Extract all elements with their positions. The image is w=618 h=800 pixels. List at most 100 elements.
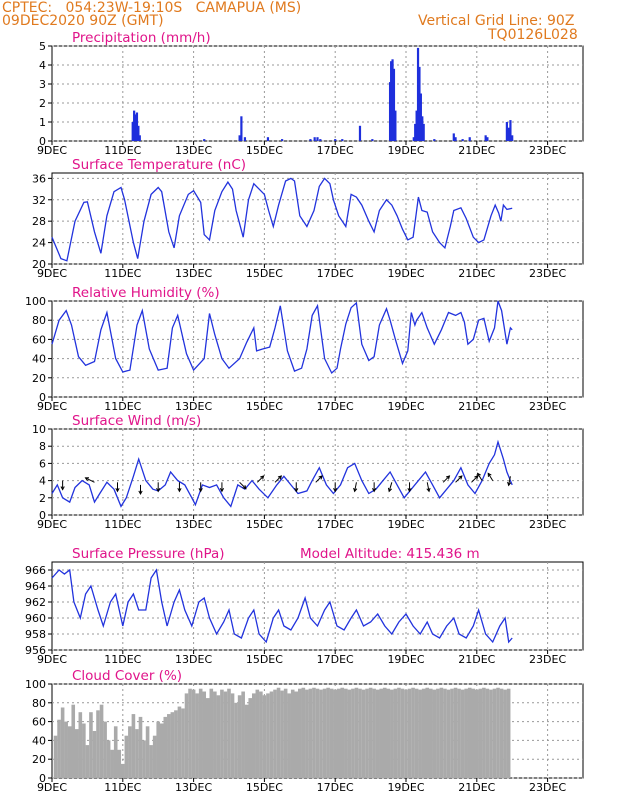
- wind-arrowhead: [277, 475, 283, 480]
- cloud-bar: [74, 729, 79, 778]
- cloud-bar: [503, 689, 507, 778]
- y-tick-label: 964: [25, 580, 46, 593]
- cloud-bar: [386, 688, 391, 778]
- y-tick-label: 100: [25, 295, 46, 308]
- cloud-bar: [53, 735, 58, 778]
- cloud-bar: [379, 688, 384, 778]
- precip-bar: [240, 116, 243, 141]
- x-tick-label: 21DEC: [458, 781, 495, 794]
- wind-arrowhead: [219, 488, 225, 493]
- cloud-bar: [312, 687, 316, 778]
- cloud-bar: [255, 689, 260, 778]
- cloud-bar: [82, 723, 86, 778]
- x-tick-label: 19DEC: [387, 267, 424, 280]
- precip-bar: [422, 123, 425, 141]
- x-tick-label: 9DEC: [37, 144, 67, 157]
- precip-bar: [137, 125, 140, 141]
- cloud-bar: [436, 688, 440, 778]
- x-tick-label: 17DEC: [317, 518, 354, 531]
- panel-title: Surface Wind (m/s): [72, 413, 201, 429]
- precip-bar: [133, 110, 136, 141]
- wind-arrow: [442, 475, 450, 483]
- panel-5: Cloud Cover (%) 0 20 40 60 80 100 9DEC 11DEC 13DE…: [25, 668, 584, 794]
- x-tick-label: 13DEC: [175, 781, 212, 794]
- cloud-bar: [407, 688, 412, 778]
- wind-arrowhead: [138, 490, 143, 495]
- wind-arrowhead: [458, 475, 463, 480]
- wind-arrowhead: [507, 481, 512, 487]
- panel-3: Surface Wind (m/s) 0 2 4 6 8 10 9DEC 11DEC 13DEC 1…: [32, 413, 584, 531]
- cloud-bar: [372, 688, 376, 778]
- cloud-bar: [322, 688, 327, 778]
- cloud-bar: [124, 735, 129, 778]
- series-line: [51, 300, 513, 375]
- y-tick-label: 20: [32, 372, 46, 385]
- cloud-bar: [492, 688, 497, 778]
- wind-arrowhead: [84, 477, 89, 481]
- series-line: [51, 568, 513, 644]
- wind-arrowhead: [177, 488, 182, 493]
- x-tick-label: 19DEC: [387, 781, 424, 794]
- cloud-bar: [103, 721, 107, 778]
- cloud-bar: [184, 693, 189, 778]
- y-tick-label: 958: [25, 628, 46, 641]
- header-station: CPTEC: 054:23W-19:10S CAMAPUA (MS): [2, 0, 302, 16]
- cloud-bar: [404, 689, 408, 778]
- cloud-bar: [135, 729, 139, 778]
- precip-bar: [394, 110, 397, 141]
- x-tick-label: 21DEC: [458, 267, 495, 280]
- precip-bar: [243, 137, 247, 141]
- header-grid-note: Vertical Grid Line: 90Z: [418, 13, 575, 29]
- y-tick-label: 20: [32, 753, 46, 766]
- cloud-bar: [85, 745, 90, 778]
- precip-bar: [281, 139, 284, 141]
- precip-bar: [135, 112, 139, 141]
- x-tick-label: 13DEC: [175, 400, 212, 413]
- cloud-bar: [195, 693, 199, 778]
- y-tick-label: 0: [39, 772, 46, 785]
- precip-bar: [203, 139, 206, 141]
- wind-arrow: [477, 473, 483, 481]
- cloud-bar: [216, 695, 221, 778]
- cloud-bar: [131, 714, 136, 778]
- cloud-bar: [347, 689, 352, 778]
- cloud-bar: [326, 687, 330, 778]
- cloud-bar: [156, 721, 160, 778]
- cloud-bar: [269, 691, 274, 778]
- x-tick-label: 11DEC: [104, 267, 141, 280]
- cloud-bar: [411, 687, 415, 778]
- cloud-bar: [428, 688, 433, 778]
- precip-bar: [390, 61, 393, 142]
- precip-bar: [134, 114, 137, 141]
- wind-arrow: [426, 482, 430, 492]
- precip-bar: [507, 127, 510, 141]
- series-line: [51, 177, 513, 262]
- cloud-bar: [336, 688, 341, 778]
- cloud-bar: [485, 688, 490, 778]
- cloud-bar: [121, 763, 125, 778]
- precip-bar: [391, 59, 394, 141]
- panel-frame: [51, 300, 584, 398]
- header-date: 09DEC2020 90Z (GMT): [2, 13, 164, 29]
- wind-arrowhead: [242, 485, 247, 490]
- cloud-bar: [188, 688, 192, 778]
- precip-bar: [412, 137, 415, 141]
- y-tick-label: 80: [32, 697, 46, 710]
- cloud-bar: [92, 731, 97, 778]
- cloud-bar: [89, 712, 93, 778]
- y-tick-label: 962: [25, 596, 46, 609]
- cloud-bar: [128, 726, 132, 778]
- x-tick-label: 9DEC: [37, 653, 67, 666]
- cloud-bar: [213, 691, 217, 778]
- x-tick-label: 17DEC: [317, 781, 354, 794]
- precip-bar: [392, 68, 396, 141]
- cloud-bar: [142, 740, 146, 778]
- panel-0: Precipitation (mm/h) 0 1 2 3 4 5 9DEC 11DEC 13DEC…: [37, 30, 584, 157]
- precip-bar: [138, 135, 141, 141]
- wind-arrow: [455, 475, 463, 483]
- cloud-bar: [234, 702, 238, 778]
- panel-2: Relative Humidity (%) 0 20 40 60 80 100 9DEC 11D…: [25, 285, 584, 413]
- x-tick-label: 17DEC: [317, 267, 354, 280]
- wind-arrowhead: [156, 488, 161, 493]
- precip-bar: [452, 133, 455, 141]
